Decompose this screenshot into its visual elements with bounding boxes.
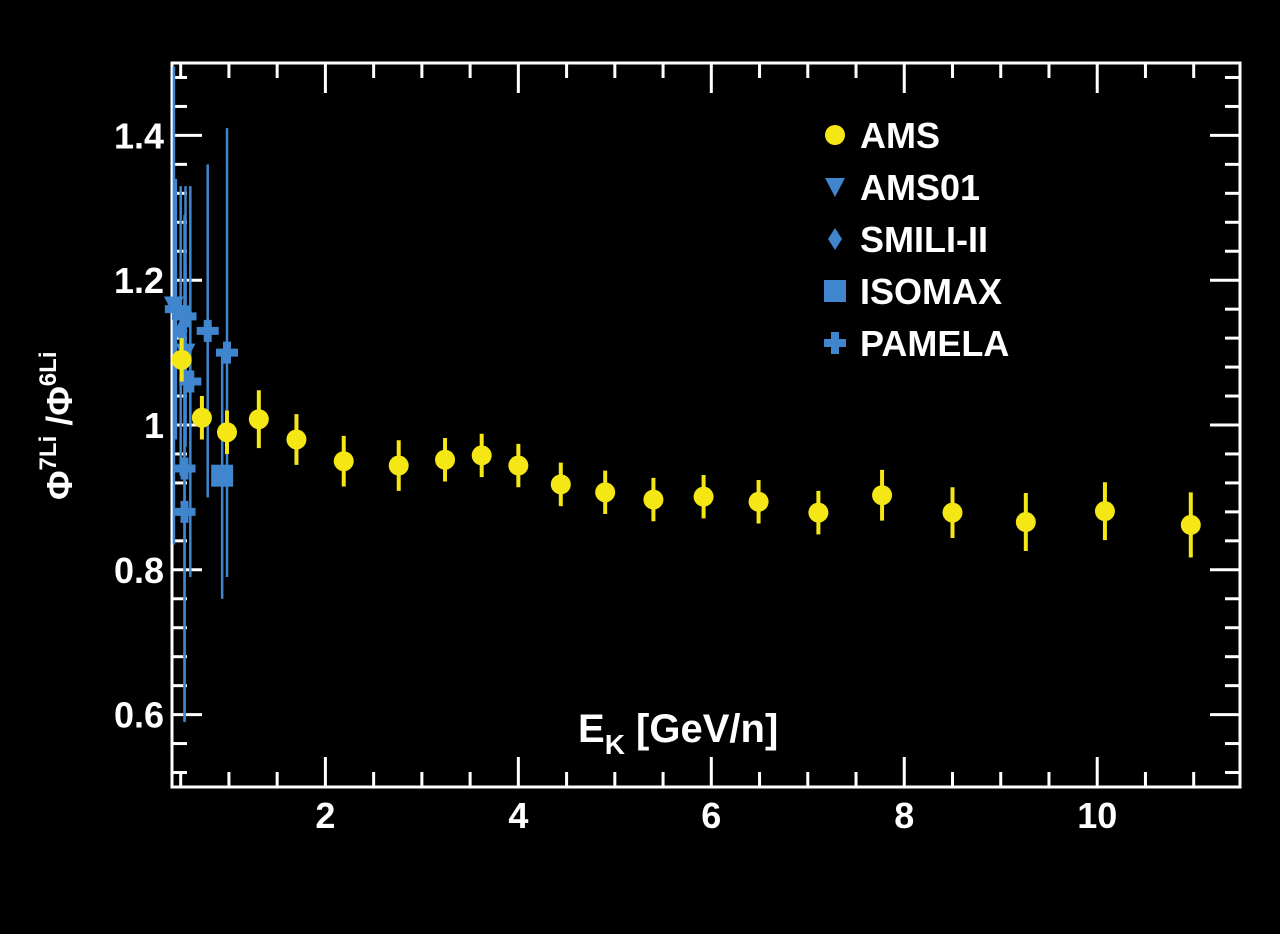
data-point-ams: [435, 449, 456, 470]
legend-marker: [825, 125, 845, 145]
x-tick-label: 6: [701, 795, 721, 836]
data-marks: [163, 66, 1201, 722]
x-tick-label: 2: [315, 795, 335, 836]
data-point-ams: [471, 445, 492, 466]
plot-frame: [170, 61, 1242, 789]
legend-label: ISOMAX: [860, 271, 1002, 312]
data-point-ams: [872, 485, 893, 506]
data-point-ams: [1015, 512, 1036, 533]
legend-marker: [825, 178, 845, 197]
legend-marker: [828, 228, 842, 250]
x-tick-label: 8: [894, 795, 914, 836]
y-tick-label: 0.8: [114, 550, 164, 591]
y-tick-label: 0.6: [114, 695, 164, 736]
x-tick-label: 4: [508, 795, 528, 836]
legend: AMS AMS01 SMILI-II ISOMAX PAMELA: [824, 115, 1009, 364]
data-point-ams: [643, 489, 664, 510]
y-axis-label: Φ7Li /Φ6Li: [35, 352, 80, 501]
x-axis-label: EK [GeV/n]: [578, 707, 778, 760]
data-point-ams: [1180, 514, 1201, 535]
data-point-ams: [333, 451, 354, 472]
data-point-ams: [508, 455, 529, 476]
data-point-ams: [388, 455, 409, 476]
data-point-pamela: [196, 319, 219, 342]
data-point-pamela: [215, 341, 238, 364]
axes: 0.6 0.8 1 1.2 1.4 2 4 6 8 10: [114, 61, 1242, 836]
data-point-ams: [595, 482, 616, 503]
data-point-ams: [248, 409, 269, 430]
legend-label: AMS: [860, 115, 940, 156]
legend-marker: [824, 280, 846, 302]
legend-label: PAMELA: [860, 323, 1009, 364]
data-point-ams: [693, 486, 714, 507]
data-point-pamela: [179, 370, 202, 393]
data-point-ams: [808, 502, 829, 523]
data-point-ams: [171, 349, 192, 370]
legend-marker: [824, 332, 846, 354]
y-tick-label: 1.2: [114, 260, 164, 301]
data-point-ams: [286, 429, 307, 450]
legend-label: AMS01: [860, 167, 980, 208]
legend-label: SMILI-II: [860, 219, 988, 260]
data-point-pamela: [164, 298, 187, 321]
data-point-ams: [191, 407, 212, 428]
x-tick-label: 10: [1077, 795, 1117, 836]
data-point-ams: [550, 474, 571, 495]
data-point-pamela: [173, 500, 196, 523]
data-point-isomax: [211, 464, 234, 487]
data-point-ams: [748, 491, 769, 512]
y-tick-label: 1: [144, 405, 164, 446]
data-point-ams: [1094, 501, 1115, 522]
data-point-ams: [942, 502, 963, 523]
data-point-ams: [216, 422, 237, 443]
y-tick-label: 1.4: [114, 115, 164, 156]
